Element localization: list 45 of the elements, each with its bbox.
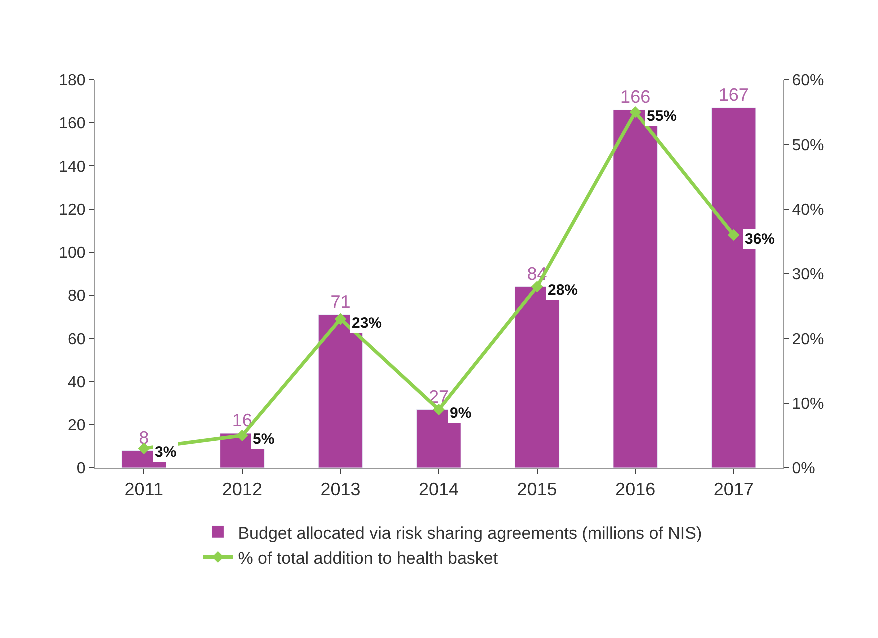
legend-label: Budget allocated via risk sharing agreements (millions of NIS) (238, 524, 702, 543)
x-tick-label: 2014 (418, 480, 460, 500)
y-tick-label: 0 (76, 460, 86, 478)
y-tick-label: 20 (68, 417, 86, 434)
y2-tick-label: 0% (792, 460, 816, 478)
y-tick-label: 40 (68, 374, 86, 392)
data-label: 55% (647, 108, 678, 125)
x-tick-label: 2013 (320, 480, 361, 500)
data-label: 16 (232, 410, 252, 431)
y2-tick-label: 10% (792, 396, 824, 413)
y-tick-label: 160 (59, 116, 86, 133)
legend-label: % of total addition to health basket (238, 548, 498, 568)
y-tick-label: 120 (59, 202, 86, 219)
x-tick-label: 2015 (517, 480, 558, 500)
x-tick-label: 2016 (616, 480, 656, 500)
point (433, 404, 445, 416)
data-label: 23% (352, 315, 382, 332)
point (630, 106, 642, 118)
point (334, 313, 347, 326)
y-tick-label: 100 (59, 245, 86, 262)
data-label: 5% (253, 431, 275, 448)
data-label: 36% (745, 231, 776, 248)
data-label: 9% (450, 405, 472, 422)
data-label: 71 (330, 292, 351, 312)
y-tick-label: 140 (59, 158, 86, 176)
point (728, 229, 740, 242)
data-label: 28% (548, 282, 578, 299)
y2-tick-label: 50% (792, 137, 824, 154)
x-tick-label: 2017 (714, 480, 754, 500)
data-label: 166 (620, 87, 651, 108)
y2-tick-label: 30% (792, 266, 824, 284)
data-label: 8 (139, 428, 150, 448)
data-label: 3% (155, 444, 177, 461)
point (236, 430, 248, 442)
y-tick-label: 180 (59, 72, 86, 90)
point (531, 281, 544, 293)
y2-tick-label: 40% (792, 202, 824, 219)
y2-tick-label: 60% (792, 72, 824, 90)
y-tick-label: 80 (68, 288, 86, 306)
x-tick-label: 2012 (222, 480, 262, 500)
x-tick-label: 2011 (124, 480, 164, 500)
y-tick-label: 60 (68, 331, 86, 348)
y2-tick-label: 20% (792, 331, 824, 348)
data-label: 167 (718, 85, 749, 106)
point (138, 442, 150, 454)
